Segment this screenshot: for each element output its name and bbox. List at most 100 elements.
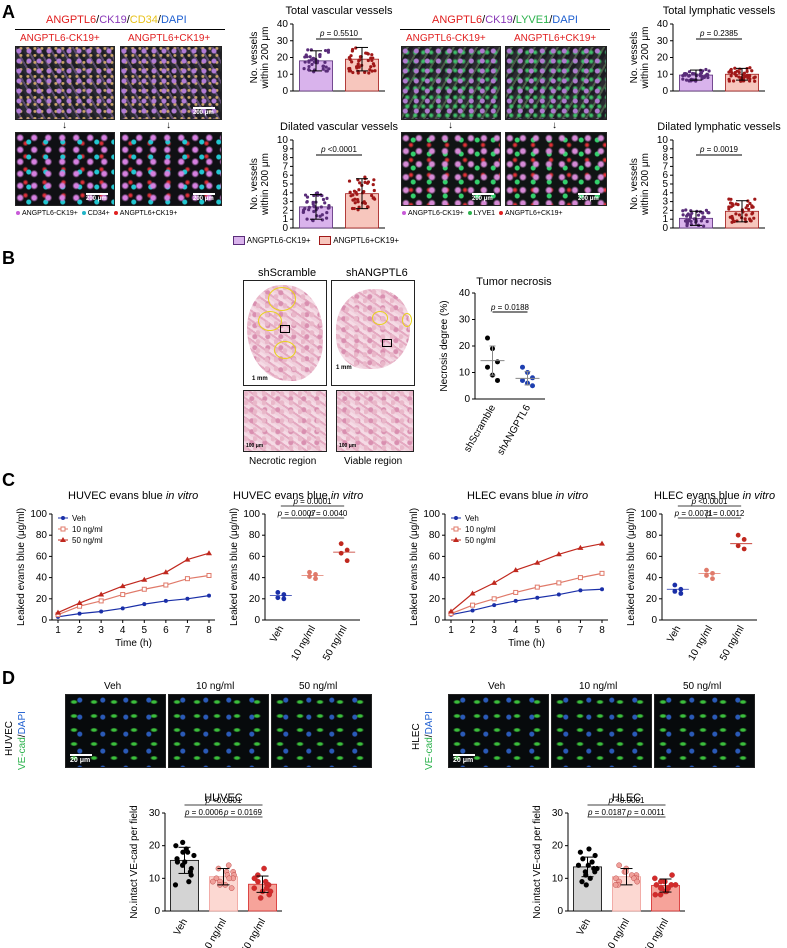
stain-part: / bbox=[549, 14, 553, 26]
data-point bbox=[577, 575, 583, 581]
chart-title: Tumor necrosis bbox=[476, 276, 552, 288]
y-tick-label: 0 bbox=[662, 86, 668, 97]
data-point bbox=[354, 46, 358, 50]
x-tick-label: 7 bbox=[578, 625, 584, 636]
data-point bbox=[729, 197, 733, 201]
stain-part: DAPI bbox=[552, 14, 578, 26]
data-point bbox=[586, 846, 592, 852]
data-point bbox=[355, 66, 359, 70]
legend-label: 50 ng/ml bbox=[465, 536, 496, 545]
data-point bbox=[373, 197, 377, 201]
chart-title-italic: in vitro bbox=[742, 490, 776, 502]
data-point bbox=[275, 595, 281, 601]
x-tick-label: Veh bbox=[665, 624, 683, 644]
legend-lyve1: ANGPTL6-CK19+ LYVE1 ANGPTL6+CK19+ bbox=[400, 210, 563, 217]
data-point bbox=[702, 224, 706, 228]
y-axis-label: within 200 μm bbox=[640, 27, 651, 90]
x-tick-label: 6 bbox=[556, 625, 562, 636]
data-point bbox=[612, 882, 619, 888]
data-point bbox=[351, 70, 355, 75]
data-point bbox=[730, 71, 734, 75]
data-point bbox=[731, 219, 736, 223]
y-tick-label: 60 bbox=[429, 551, 441, 562]
data-point bbox=[356, 69, 360, 74]
col-label-veh: Veh bbox=[488, 681, 506, 692]
chart-title-text: HUVEC evans blue bbox=[233, 490, 331, 502]
series-line bbox=[450, 543, 603, 612]
p-value: p = 0.0188 bbox=[490, 303, 530, 312]
data-point bbox=[366, 180, 371, 184]
data-point bbox=[729, 74, 733, 78]
data-point bbox=[251, 885, 258, 891]
stain-part: CK19 bbox=[99, 14, 127, 26]
scale-bar: 20 μm bbox=[453, 754, 475, 764]
data-point bbox=[520, 364, 525, 370]
y-tick-label: 0 bbox=[651, 615, 657, 626]
data-point bbox=[706, 210, 710, 215]
panel-letter-b: B bbox=[2, 248, 15, 268]
data-point bbox=[307, 569, 312, 575]
data-point bbox=[321, 64, 325, 68]
data-point bbox=[690, 211, 694, 215]
legend-marker bbox=[60, 526, 66, 532]
series-line bbox=[450, 588, 603, 616]
panel-letter-a: A bbox=[2, 2, 15, 22]
data-point bbox=[684, 78, 689, 82]
data-point bbox=[313, 572, 318, 577]
data-point bbox=[727, 79, 731, 83]
data-point bbox=[281, 592, 287, 597]
data-point bbox=[312, 209, 316, 214]
x-tick-label: 4 bbox=[513, 625, 519, 636]
col-label-10: 10 ng/ml bbox=[196, 681, 235, 692]
y-tick-label: 10 bbox=[277, 135, 289, 146]
micrograph-hlec-50 bbox=[654, 694, 755, 768]
y-tick-label: 60 bbox=[646, 551, 658, 562]
legend-marker bbox=[453, 526, 459, 532]
legend-dot-icon bbox=[16, 210, 20, 215]
y-tick-label: 20 bbox=[149, 841, 161, 852]
y-tick-label: 0 bbox=[154, 906, 160, 917]
legend-text: CD34+ bbox=[87, 210, 112, 217]
stain-header-lyve1: ANGPTL6/CK19/LYVE1/DAPI bbox=[432, 14, 578, 26]
y-tick-label: 8 bbox=[662, 153, 668, 164]
data-point bbox=[184, 576, 190, 582]
data-point bbox=[323, 48, 328, 53]
data-point bbox=[520, 377, 525, 383]
scale-bar: 20 μm bbox=[70, 754, 92, 764]
legend-text: ANGPTL6-CK19+ bbox=[408, 210, 466, 217]
data-point bbox=[583, 882, 589, 888]
data-point bbox=[142, 602, 147, 607]
data-point bbox=[261, 865, 267, 872]
data-point bbox=[301, 208, 306, 212]
region-label-viable: Viable region bbox=[344, 456, 403, 467]
col-label-veh: Veh bbox=[104, 681, 122, 692]
legend-marker bbox=[60, 537, 66, 542]
legend-label: ANGPTL6-CK19+ bbox=[246, 236, 311, 245]
data-point bbox=[120, 606, 125, 611]
x-tick-label: 50 ng/ml bbox=[718, 624, 747, 663]
data-point bbox=[555, 551, 562, 557]
data-point bbox=[728, 201, 733, 205]
data-point bbox=[372, 188, 376, 193]
col-label-pos: ANGPTL6+CK19+ bbox=[128, 33, 211, 44]
data-point bbox=[684, 208, 688, 212]
panel-letter-d: D bbox=[2, 668, 15, 688]
data-point bbox=[344, 547, 350, 553]
data-point bbox=[344, 558, 350, 564]
series-line bbox=[57, 552, 210, 614]
data-point bbox=[186, 879, 192, 885]
data-point bbox=[748, 218, 752, 223]
data-point bbox=[744, 213, 748, 217]
chart-title: Total vascular vessels bbox=[286, 5, 393, 17]
data-point bbox=[681, 213, 685, 217]
y-tick-label: 0 bbox=[254, 615, 260, 626]
y-tick-label: 40 bbox=[249, 573, 261, 584]
data-point bbox=[347, 67, 351, 71]
data-point bbox=[672, 588, 678, 594]
micrograph-zoom-pos: 200 μm bbox=[120, 132, 222, 206]
x-tick-label: 50 ng/ml bbox=[642, 917, 671, 948]
data-point bbox=[76, 600, 83, 606]
scale-bar: 100 μm bbox=[246, 443, 264, 449]
y-tick-label: 30 bbox=[657, 36, 669, 47]
data-point bbox=[747, 207, 751, 211]
